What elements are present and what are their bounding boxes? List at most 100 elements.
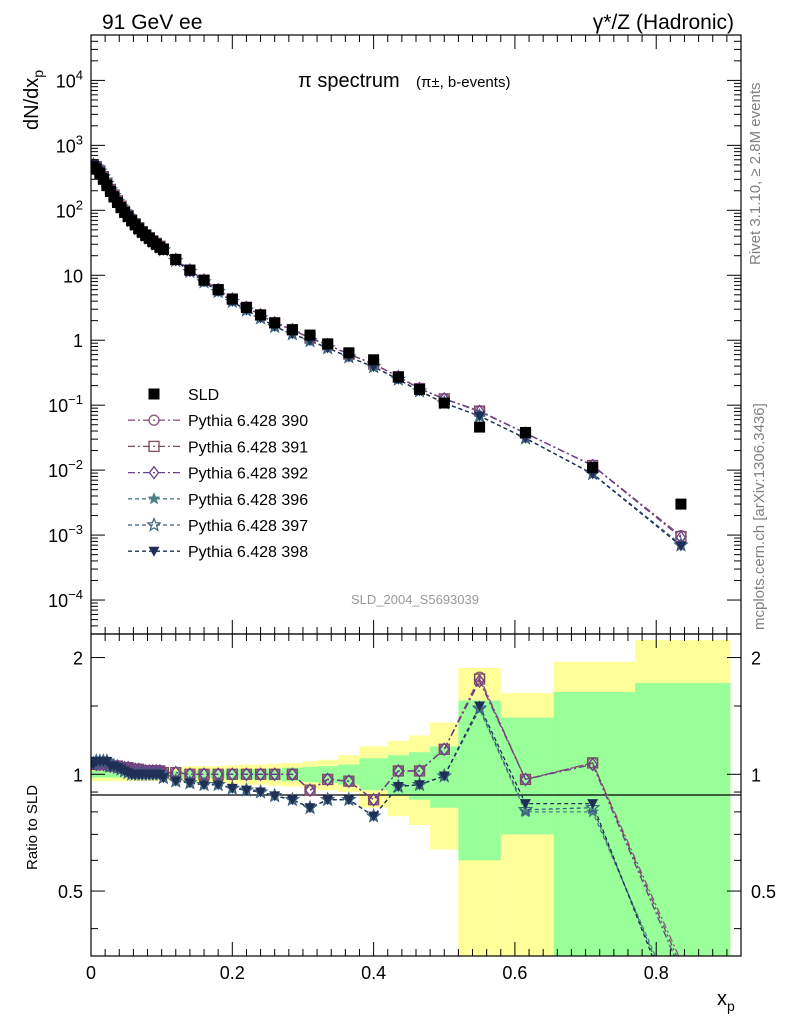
ratio-plot-panel: 0.5 0.5 1 1 2 2 0 0.2 0.4 0.6 0.8 Ratio to SLD xp [24, 633, 776, 1020]
band-inner-10 [302, 766, 318, 783]
main-point-sld-23 [198, 274, 210, 286]
xtick-label: 0.6 [502, 963, 527, 983]
band-inner-2 [182, 770, 197, 779]
main-axes: 10−4 10−3 10−2 10−1 1 10 102 103 104 [48, 34, 741, 635]
legend-marker-3 [148, 465, 160, 480]
main-point-sld-35 [414, 383, 426, 395]
ratio-point-s6-34 [392, 782, 404, 793]
xtick-label: 0.8 [644, 963, 669, 983]
main-ytick-label: 1 [73, 331, 83, 351]
band-group [91, 639, 731, 956]
main-ytick-label: 10 [63, 266, 83, 286]
ratio-point-s6-32 [343, 795, 355, 806]
main-series-group [91, 156, 689, 552]
ratio-point-s6-20 [157, 773, 169, 784]
ratio-point-s4-40 [675, 1009, 686, 1020]
main-point-sld-20 [157, 243, 169, 255]
main-line-1 [93, 164, 682, 537]
main-line-3 [93, 164, 682, 538]
band-inner-4 [211, 770, 226, 779]
main-point-sld-2 [94, 167, 106, 179]
band-inner-17 [458, 700, 501, 861]
ratio-y-axis-label: Ratio to SLD [24, 785, 41, 870]
legend-marker-2 [148, 440, 160, 453]
ratio-point-s6-35 [414, 780, 426, 791]
xtick-label: 0.4 [361, 963, 386, 983]
legend-label-5: Pythia 6.428 397 [188, 518, 308, 535]
ratio-ytick-label-right: 0.5 [751, 882, 776, 902]
main-point-sld-39 [587, 461, 599, 473]
legend-label-6: Pythia 6.428 398 [188, 544, 308, 561]
svg-text:dN/dxp: dN/dxp [21, 70, 46, 130]
x-axis-label: xp [717, 988, 735, 1014]
ratio-point-s3-27 [255, 767, 266, 782]
main-point-sld-4 [101, 180, 113, 192]
ratio-line-6 [92, 704, 653, 956]
ratio-point-s6-38 [520, 799, 532, 810]
main-point-sld-40 [675, 498, 687, 510]
ratio-line-3 [93, 679, 676, 956]
legend-marker-1 [148, 414, 160, 426]
ratio-point-s5-38 [517, 801, 534, 817]
ratio-point-s2-40 [676, 961, 686, 971]
ratio-point-s6-21 [170, 776, 182, 787]
main-point-s6-40 [675, 541, 687, 552]
main-data-marks [91, 156, 689, 552]
ratio-uncertainty-bands [91, 639, 731, 956]
ratio-point-s6-33 [368, 811, 380, 822]
ratio-point-s6-36 [438, 771, 450, 782]
legend-label-1: Pythia 6.428 390 [188, 413, 308, 430]
ratio-frame [90, 633, 742, 957]
header-right-label: γ*/Z (Hadronic) [593, 11, 734, 34]
main-point-sld-26 [240, 301, 252, 313]
ratio-data-marks [91, 671, 686, 1020]
main-point-sld-3 [97, 173, 109, 185]
main-point-sld-36 [438, 397, 450, 409]
band-inner-19 [553, 691, 636, 956]
ratio-point-s3-40 [676, 966, 685, 978]
legend-marker-0 [148, 388, 160, 400]
ratio-point-s3-33 [368, 792, 379, 807]
main-point-sld-30 [304, 329, 316, 341]
ratio-point-s6-26 [240, 785, 252, 796]
main-ytick-label: 10−4 [48, 587, 83, 611]
main-y-axis-label: dN/dxp [21, 70, 46, 130]
main-ytick-label: 104 [56, 67, 83, 91]
rivet-version-label: Rivet 3.1.10, ≥ 2.8M events [747, 83, 764, 266]
band-inner-13 [359, 758, 388, 791]
main-ytick-label: 10−2 [48, 457, 83, 481]
main-point-sld-33 [368, 354, 380, 366]
legend: SLD Pythia 6.428 390 Pythia 6.428 391 Pythi… [128, 387, 308, 561]
main-point-sld-32 [343, 347, 355, 359]
ratio-ytick-label-right: 1 [751, 765, 761, 785]
xtick-label: 0.2 [220, 963, 245, 983]
band-inner-3 [196, 770, 212, 779]
ratio-point-s6-22 [184, 778, 196, 789]
ratio-point-s6-37 [474, 701, 486, 712]
ratio-point-s6-39 [587, 799, 599, 810]
legend-label-2: Pythia 6.428 391 [188, 439, 308, 456]
ratio-ytick-label: 0.5 [58, 882, 83, 902]
ratio-point-s6-30 [304, 803, 316, 814]
ratio-point-s3-30 [304, 783, 316, 798]
ratio-ytick-label-right: 2 [751, 649, 761, 669]
ratio-point-s3-29 [287, 767, 298, 782]
ratio-ytick-label: 1 [73, 765, 83, 785]
main-point-s6-37 [474, 411, 486, 422]
ratio-point-s5-39 [584, 799, 601, 815]
main-ytick-label: 10−3 [48, 522, 83, 546]
main-point-sld-25 [226, 293, 238, 305]
ratio-point-s3-39 [587, 757, 598, 772]
ratio-point-s3-28 [269, 767, 281, 782]
main-line-4 [93, 164, 682, 545]
main-point-sld-22 [184, 264, 196, 276]
main-point-sld-34 [392, 371, 404, 383]
legend-label-4: Pythia 6.428 396 [188, 492, 308, 509]
main-ytick-label: 10−1 [48, 392, 83, 416]
main-point-sld-21 [170, 253, 182, 265]
ratio-point-s6-25 [226, 783, 238, 794]
main-line-5 [93, 164, 682, 546]
ratio-point-s3-32 [343, 774, 355, 789]
main-point-sld-29 [286, 324, 298, 336]
